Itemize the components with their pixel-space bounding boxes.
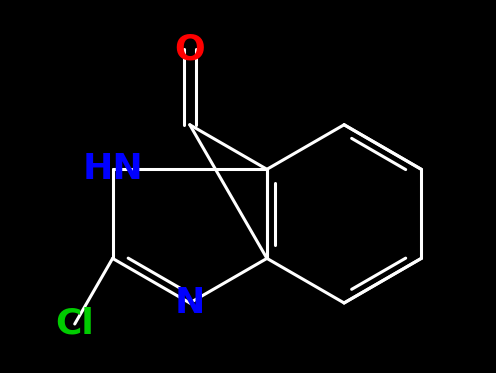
Text: Cl: Cl [56,307,94,341]
Text: O: O [175,32,205,66]
Text: N: N [175,286,205,320]
Text: HN: HN [82,152,143,186]
